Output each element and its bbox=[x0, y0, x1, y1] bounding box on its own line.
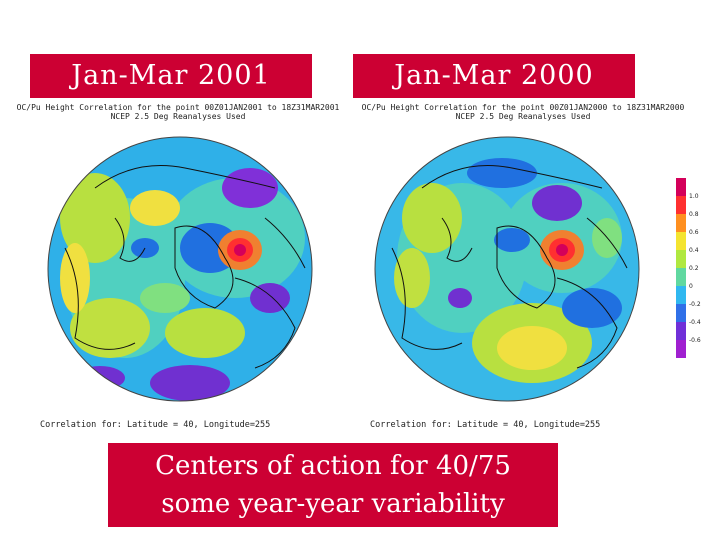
colorbar-swatch bbox=[676, 340, 686, 358]
colorbar-label: 0.8 bbox=[689, 211, 699, 218]
left-map-header-line2: NCEP 2.5 Deg Reanalyses Used bbox=[110, 112, 246, 121]
title-jan-mar-2001: Jan-Mar 2001 bbox=[30, 54, 312, 98]
title-jan-mar-2000: Jan-Mar 2000 bbox=[353, 54, 635, 98]
colorbar-label: 0.4 bbox=[689, 247, 699, 254]
colorbar-swatch bbox=[676, 304, 686, 322]
colorbar-swatch bbox=[676, 268, 686, 286]
colorbar-swatch bbox=[676, 178, 686, 196]
left-map-header-line1: OC/Pu Height Correlation for the point 0… bbox=[16, 103, 340, 112]
caption-line2: some year-year variability bbox=[161, 489, 505, 519]
colorbar-swatch bbox=[676, 196, 686, 214]
left-map-header: OC/Pu Height Correlation for the point 0… bbox=[2, 103, 354, 121]
right-map-header-line2: NCEP 2.5 Deg Reanalyses Used bbox=[455, 112, 591, 121]
left-map-footer: Correlation for: Latitude = 40, Longitud… bbox=[40, 420, 271, 430]
right-map-header-line1: OC/Pu Height Correlation for the point 0… bbox=[361, 103, 685, 112]
correlation-colorbar: 1.0 0.8 0.6 0.4 0.2 0 -0.2 -0.4 -0.6 bbox=[676, 178, 701, 358]
right-map-header: OC/Pu Height Correlation for the point 0… bbox=[358, 103, 688, 121]
caption-box: Centers of action for 40/75 some year-ye… bbox=[108, 443, 558, 527]
right-correlation-map bbox=[374, 136, 640, 402]
colorbar-label: -0.2 bbox=[689, 301, 701, 308]
colorbar-swatch bbox=[676, 322, 686, 340]
colorbar-swatch bbox=[676, 250, 686, 268]
colorbar-label: 0 bbox=[689, 283, 693, 290]
colorbar-label: -0.6 bbox=[689, 337, 701, 344]
colorbar-swatch bbox=[676, 214, 686, 232]
colorbar-label: -0.4 bbox=[689, 319, 701, 326]
colorbar-swatch bbox=[676, 286, 686, 304]
colorbar-label: 1.0 bbox=[689, 193, 699, 200]
left-correlation-map bbox=[47, 136, 313, 402]
colorbar-swatch bbox=[676, 232, 686, 250]
colorbar-label: 0.6 bbox=[689, 229, 699, 236]
colorbar-label: 0.2 bbox=[689, 265, 699, 272]
caption-line1: Centers of action for 40/75 bbox=[155, 451, 511, 481]
right-map-footer: Correlation for: Latitude = 40, Longitud… bbox=[370, 420, 601, 430]
